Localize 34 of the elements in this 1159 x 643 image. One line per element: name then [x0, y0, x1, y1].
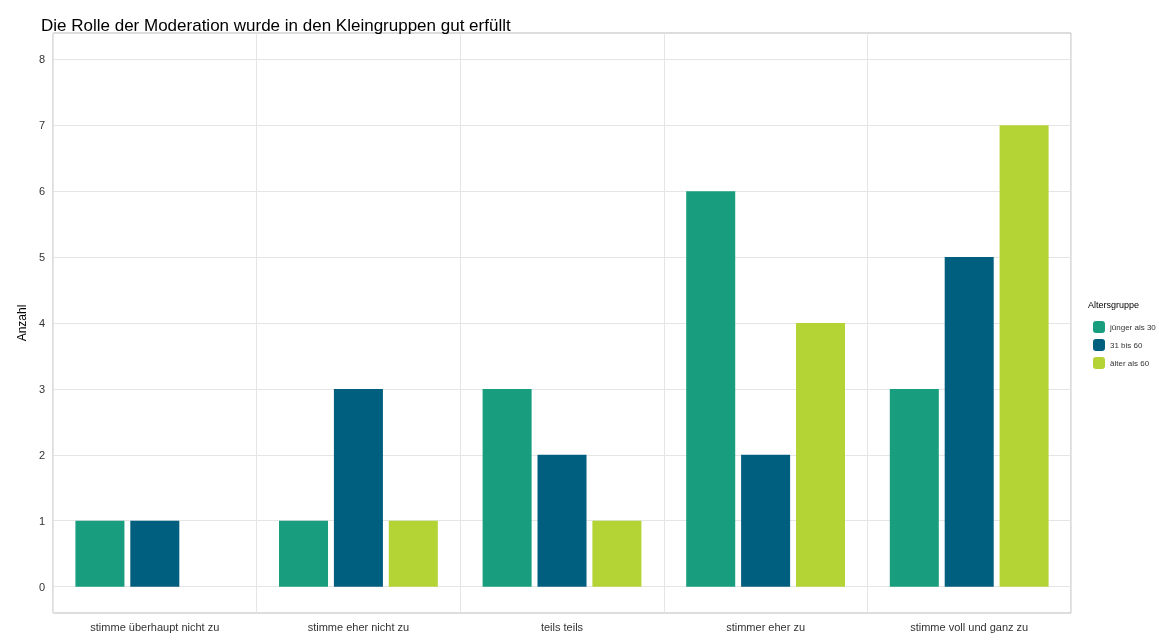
legend-label: jünger als 30	[1109, 322, 1157, 332]
bar	[388, 520, 438, 587]
y-tick-label: 8	[38, 53, 46, 66]
legend-label: 31 bis 60	[1110, 340, 1144, 350]
y-axis-title: Anzahl	[15, 304, 29, 342]
bar	[130, 520, 180, 587]
x-tick-label: stimme überhaupt nicht zu	[90, 620, 220, 633]
legend-title: Altersgruppe	[1088, 299, 1140, 310]
bar	[333, 388, 383, 587]
bar	[944, 257, 994, 587]
bar	[75, 520, 125, 587]
bar	[482, 388, 532, 587]
y-tick-label: 0	[38, 580, 46, 593]
y-tick-label: 1	[38, 514, 46, 527]
bar	[889, 388, 939, 587]
y-tick-label: 3	[38, 382, 46, 395]
y-tick-label: 6	[38, 185, 46, 198]
x-tick-label: stimme eher nicht zu	[307, 620, 410, 633]
y-tick-label: 5	[38, 251, 46, 264]
chart-title: Die Rolle der Moderation wurde in den Kleingruppen gut erfüllt	[41, 16, 511, 35]
bar	[686, 191, 736, 587]
bar	[795, 323, 846, 587]
x-tick-label: stimmer eher zu	[726, 620, 806, 633]
bar	[999, 125, 1049, 587]
bar	[592, 520, 642, 587]
y-tick-label: 2	[38, 448, 46, 461]
bar	[537, 454, 587, 587]
y-tick-label: 4	[38, 317, 46, 329]
legend-label: älter als 60	[1110, 358, 1150, 368]
bar	[279, 520, 329, 587]
y-tick-label: 7	[38, 119, 46, 132]
x-tick-label: stimme voll und ganz zu	[910, 620, 1029, 633]
x-tick-label: teils teils	[540, 620, 584, 633]
bar	[741, 454, 791, 587]
